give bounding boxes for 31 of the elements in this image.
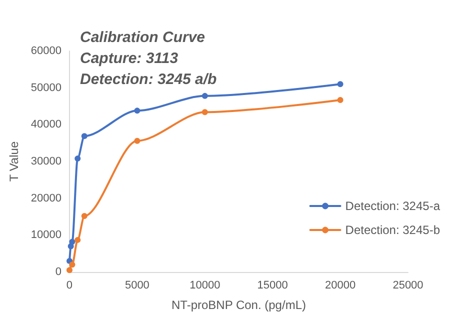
y-tick-label: 40000 [30, 118, 62, 131]
y-axis-title: T Value [7, 141, 21, 182]
x-tick-label: 5000 [124, 280, 150, 292]
y-tick-label: 30000 [30, 156, 62, 168]
y-tick-label: 10000 [30, 229, 62, 242]
x-tick-label: 20000 [325, 280, 356, 292]
x-tick-label: 15000 [257, 280, 288, 292]
point [202, 109, 208, 116]
point [134, 138, 140, 144]
point [81, 213, 88, 220]
x-axis-title: NT-proBNP Con. (pg/mL) [171, 298, 306, 312]
point [69, 262, 76, 268]
x-tick-label: 25000 [392, 280, 424, 292]
point [337, 96, 344, 103]
x-tick-label: 0 [66, 280, 73, 292]
point [337, 81, 344, 88]
legend-label: Detection: 3245-a [345, 199, 440, 213]
y-tick-label: 60000 [30, 45, 62, 57]
point [81, 133, 88, 140]
point [66, 267, 72, 274]
legend-label: Detection: 3245-b [345, 223, 440, 237]
point [134, 108, 140, 114]
y-tick-label: 50000 [30, 82, 62, 94]
point [74, 156, 81, 162]
point [69, 238, 76, 245]
point [74, 236, 81, 243]
x-tick-label: 10000 [190, 280, 220, 292]
y-tick-label: 0 [55, 266, 62, 278]
point [202, 92, 208, 99]
y-tick-label: 20000 [30, 192, 62, 204]
chart-title: Calibration Curve Capture: 3113 Detection: 3245 a/b [80, 29, 217, 88]
